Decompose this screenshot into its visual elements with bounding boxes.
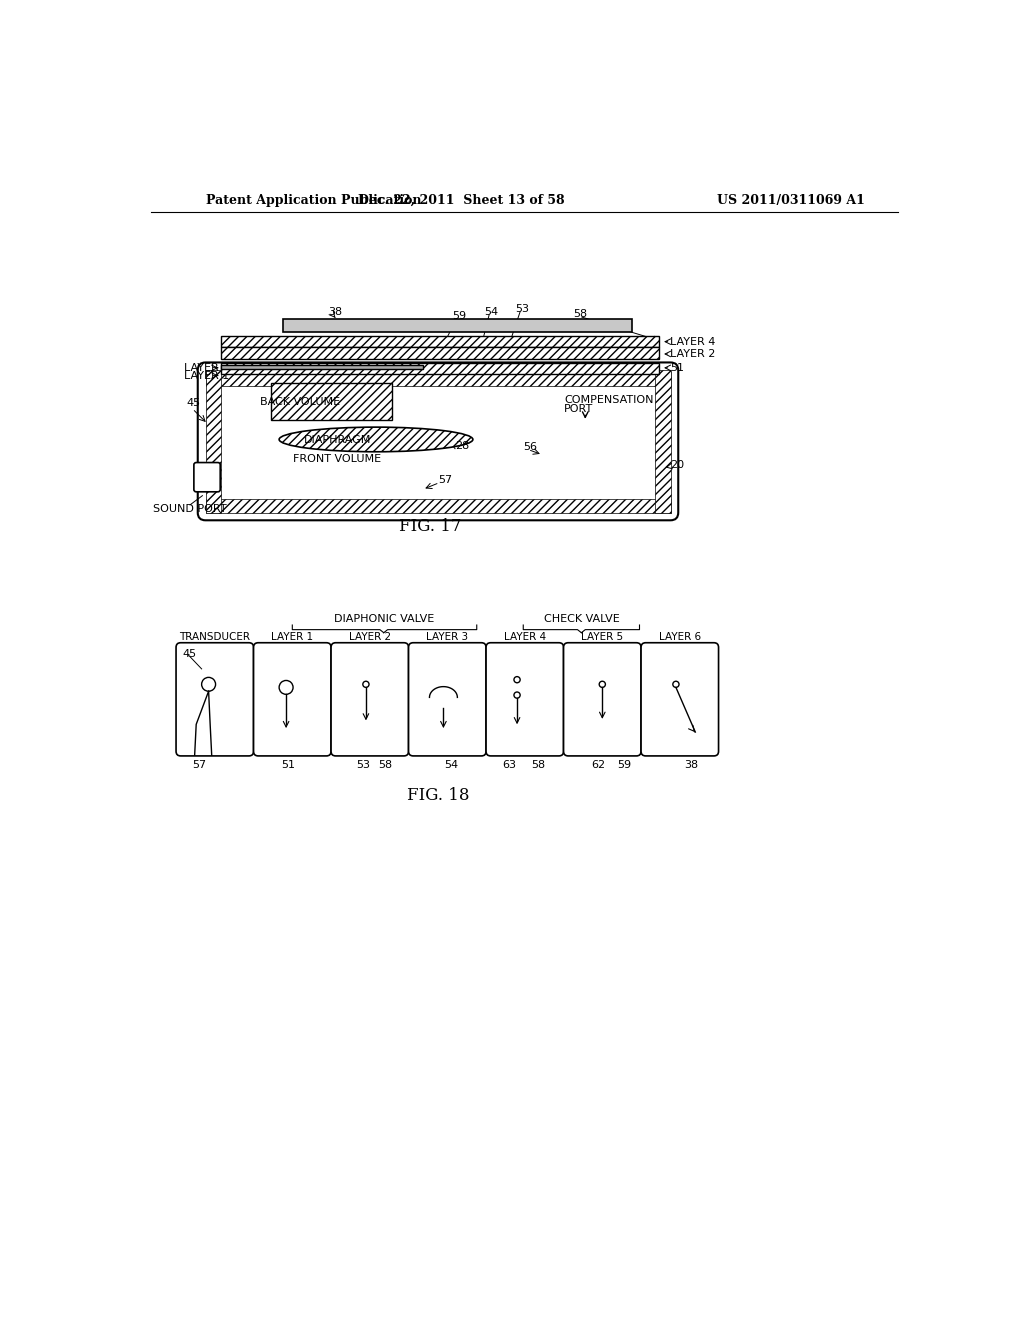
- FancyBboxPatch shape: [486, 643, 563, 756]
- Text: 28: 28: [455, 441, 469, 450]
- Text: 57: 57: [438, 475, 453, 486]
- Text: 54: 54: [444, 760, 458, 770]
- FancyBboxPatch shape: [198, 363, 678, 520]
- FancyBboxPatch shape: [194, 462, 220, 492]
- Text: FRONT VOLUME: FRONT VOLUME: [293, 454, 381, 463]
- Text: PORT: PORT: [564, 404, 594, 414]
- Bar: [655, 370, 671, 512]
- Text: CHECK VALVE: CHECK VALVE: [544, 614, 620, 624]
- Text: COMPENSATION: COMPENSATION: [564, 395, 654, 405]
- FancyBboxPatch shape: [331, 643, 409, 756]
- Text: 58: 58: [531, 760, 546, 770]
- Bar: [221, 347, 658, 359]
- Text: 57: 57: [193, 760, 207, 770]
- Text: LAYER 2: LAYER 2: [671, 348, 716, 359]
- Text: 59: 59: [452, 312, 466, 321]
- Text: LAYER 1: LAYER 1: [183, 371, 229, 380]
- Bar: [271, 383, 391, 420]
- Text: SOUND PORT: SOUND PORT: [154, 504, 226, 513]
- FancyBboxPatch shape: [563, 643, 641, 756]
- Text: Patent Application Publication: Patent Application Publication: [206, 194, 421, 207]
- Text: 62: 62: [592, 760, 605, 770]
- Text: DIAPHRAGM: DIAPHRAGM: [303, 436, 371, 445]
- Text: 58: 58: [378, 760, 392, 770]
- Text: LAYER 1: LAYER 1: [271, 632, 313, 643]
- Text: LAYER 4: LAYER 4: [504, 632, 546, 643]
- Text: 20: 20: [671, 459, 685, 470]
- Text: DIAPHONIC VALVE: DIAPHONIC VALVE: [334, 614, 434, 624]
- Text: 59: 59: [616, 760, 631, 770]
- Bar: [206, 499, 671, 512]
- Bar: [206, 370, 221, 512]
- Text: 63: 63: [503, 760, 516, 770]
- FancyBboxPatch shape: [176, 643, 254, 756]
- Text: 45: 45: [186, 399, 201, 408]
- Text: LAYER 4: LAYER 4: [671, 337, 716, 347]
- FancyBboxPatch shape: [641, 643, 719, 756]
- Ellipse shape: [280, 428, 473, 451]
- Bar: [283, 318, 632, 331]
- Text: 54: 54: [484, 308, 499, 317]
- Text: 58: 58: [572, 309, 587, 319]
- Text: LAYER 6: LAYER 6: [658, 632, 700, 643]
- Text: 38: 38: [684, 760, 698, 770]
- Text: 51: 51: [671, 363, 684, 372]
- Text: LAYER 3: LAYER 3: [183, 363, 229, 372]
- Text: LAYER 2: LAYER 2: [349, 632, 391, 643]
- Text: LAYER 3: LAYER 3: [426, 632, 468, 643]
- Text: FIG. 18: FIG. 18: [407, 788, 469, 804]
- Text: 56: 56: [523, 442, 538, 453]
- Text: 53: 53: [356, 760, 371, 770]
- Text: 45: 45: [182, 648, 197, 659]
- Text: FIG. 17: FIG. 17: [399, 517, 462, 535]
- Text: TRANSDUCER: TRANSDUCER: [179, 632, 250, 643]
- Bar: [221, 335, 658, 347]
- FancyBboxPatch shape: [409, 643, 486, 756]
- Bar: [206, 372, 671, 385]
- Bar: [221, 363, 658, 374]
- Text: US 2011/0311069 A1: US 2011/0311069 A1: [717, 194, 865, 207]
- Text: LAYER 5: LAYER 5: [582, 632, 624, 643]
- Text: 53: 53: [515, 305, 529, 314]
- Text: BACK VOLUME: BACK VOLUME: [260, 397, 340, 408]
- Text: 51: 51: [282, 760, 296, 770]
- Bar: [221, 364, 423, 370]
- Text: Dec. 22, 2011  Sheet 13 of 58: Dec. 22, 2011 Sheet 13 of 58: [358, 194, 564, 207]
- FancyBboxPatch shape: [254, 643, 331, 756]
- Text: 38: 38: [328, 308, 342, 317]
